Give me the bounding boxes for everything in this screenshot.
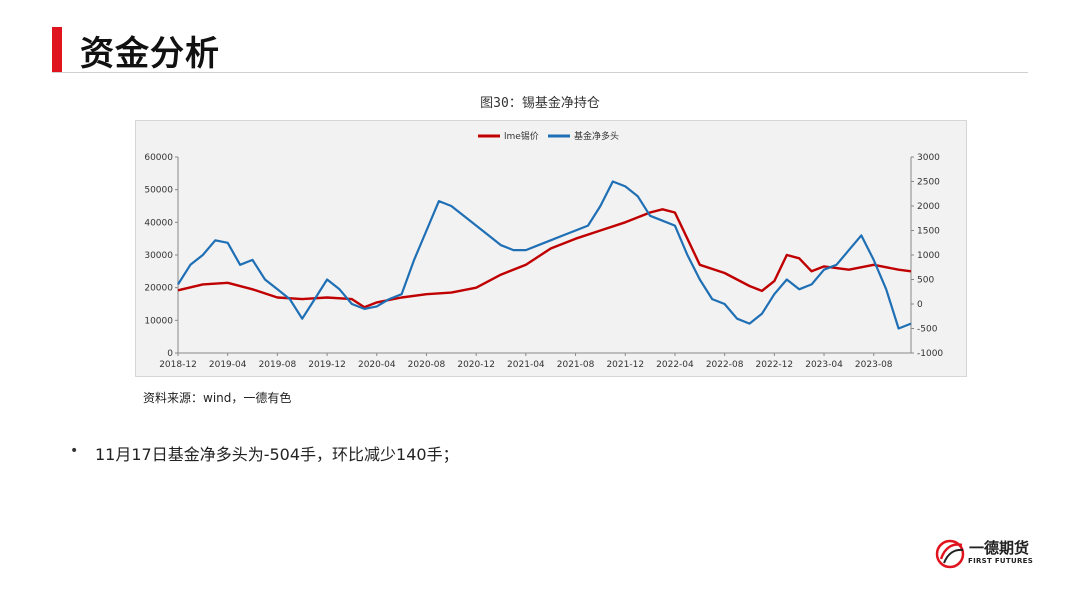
y-left-tick-label: 20000 xyxy=(144,284,173,294)
legend-label: 基金净多头 xyxy=(574,130,619,142)
y-right-tick-label: 1000 xyxy=(917,251,940,261)
logo-name-cn: 一德期货 xyxy=(969,539,1030,557)
source-note: 资料来源：wind，一德有色 xyxy=(143,391,292,405)
y-left-tick-label: 50000 xyxy=(144,186,173,196)
y-right-tick-label: 3000 xyxy=(917,153,940,163)
y-right-tick-label: 0 xyxy=(917,300,923,310)
y-right-tick-label: -500 xyxy=(917,325,938,335)
chart-container: 0 10000 20000 30000 40000 50000 60000 -1000 -500… xyxy=(135,120,967,377)
x-tick-label: 2021-04 xyxy=(507,360,545,370)
y-right-tick-label: -1000 xyxy=(917,349,943,359)
series-line-lme-tin xyxy=(177,208,912,309)
x-tick-label: 2022-04 xyxy=(656,360,694,370)
bullet-text: 11月17日基金净多头为-504手，环比减少140手； xyxy=(95,445,459,464)
bullet-marker: • xyxy=(70,443,79,459)
x-tick-label: 2021-12 xyxy=(606,360,644,370)
y-left-tick-label: 40000 xyxy=(144,218,173,228)
y-right-tick-label: 1500 xyxy=(917,227,940,237)
y-right-tick-label: 2000 xyxy=(917,202,940,212)
logo-name-en: FIRST FUTURES xyxy=(968,557,1034,565)
x-tick-label: 2019-04 xyxy=(209,360,247,370)
page-title: 资金分析 xyxy=(80,34,220,74)
header-accent-bar xyxy=(52,27,62,72)
x-tick-label: 2022-08 xyxy=(706,360,744,370)
logo-mark-icon xyxy=(935,539,965,569)
legend-label: lme锡价 xyxy=(504,131,539,142)
y-left-tick-label: 60000 xyxy=(144,153,173,163)
y-right-tick-label: 500 xyxy=(917,276,934,286)
x-tick-label: 2022-12 xyxy=(756,360,794,370)
y-left-tick-label: 30000 xyxy=(144,251,173,261)
y-left-tick-label: 10000 xyxy=(144,316,173,326)
x-tick-label: 2021-08 xyxy=(557,360,595,370)
series-line-fund-net-long xyxy=(177,180,912,330)
x-tick-label: 2020-08 xyxy=(408,360,446,370)
company-logo: 一德期货 FIRST FUTURES xyxy=(935,535,1035,575)
x-tick-label: 2020-04 xyxy=(358,360,396,370)
y-left-tick-label: 0 xyxy=(167,349,173,359)
header-divider xyxy=(52,72,1028,73)
x-tick-label: 2023-04 xyxy=(805,360,843,370)
x-tick-label: 2018-12 xyxy=(159,360,197,370)
x-tick-label: 2023-08 xyxy=(855,360,893,370)
fund-position-chart: 0100002000030000400005000060000-1000-500… xyxy=(144,130,943,370)
figure-caption: 图30：锡基金净持仓 xyxy=(480,96,600,111)
x-tick-label: 2020-12 xyxy=(457,360,495,370)
x-tick-label: 2019-08 xyxy=(259,360,297,370)
y-right-tick-label: 2500 xyxy=(917,178,940,188)
x-tick-label: 2019-12 xyxy=(308,360,346,370)
